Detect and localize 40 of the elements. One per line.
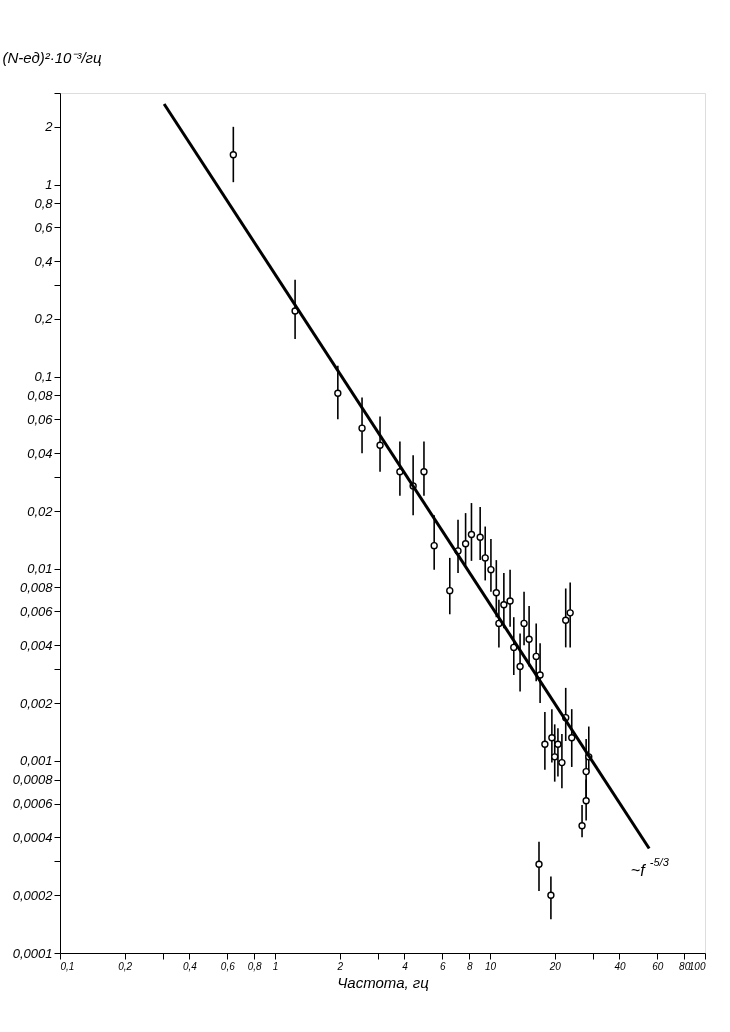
y-tick-label: 2 [44,119,54,135]
y-tick-label: 0,002 [19,695,54,711]
y-tick-label: 0,08 [27,387,54,403]
x-axis-title: Частота, гц [337,973,430,991]
y-tick-label: 0,0002 [12,887,54,903]
x-tick-label: 0,6 [220,960,236,972]
annotation: ~f-5/3 [630,856,670,880]
y-tick-label: 0,1 [34,369,53,385]
x-tick-label: 1 [272,960,279,972]
y-tick-label: 0,0008 [12,772,54,788]
x-tick-label: 6 [440,960,447,972]
y-tick-label: 0,02 [27,503,54,519]
y-tick-label: 0,0006 [12,796,54,812]
x-tick-label: 0,2 [118,960,133,972]
x-tick-label: 80 [679,960,691,972]
y-tick-label: 0,2 [34,311,54,327]
y-tick-label: 1 [45,177,53,193]
y-tick-label: 0,004 [19,637,53,653]
y-tick-label: 0,04 [27,445,53,461]
y-tick-label: 0,006 [19,603,54,619]
x-tick-label: 8 [466,960,473,972]
x-tick-label: 40 [614,960,626,972]
y-tick-label: 0,6 [34,219,54,235]
x-tick-label: 0,1 [60,960,75,972]
x-tick-label: 60 [652,960,664,972]
y-tick-label: 0,01 [27,561,53,577]
x-tick-label: 4 [402,960,409,972]
y-tick-label: 0,001 [19,753,53,769]
y-axis-title: (N-ед)²·10⁻³/гц [2,48,103,66]
y-tick-label: 0,008 [19,579,54,595]
y-tick-label: 0,06 [27,411,54,427]
y-tick-label: 0,0004 [12,829,53,845]
x-tick-label: 2 [336,960,344,972]
y-tick-label: 0,4 [34,253,53,269]
y-tick-label: 0,0001 [12,945,53,961]
x-tick-label: 0,4 [182,960,198,972]
x-tick-label: 20 [548,960,562,972]
x-tick-label: 10 [484,960,497,972]
y-tick-label: 0,8 [34,195,54,211]
x-tick-label: 0,8 [247,960,263,972]
